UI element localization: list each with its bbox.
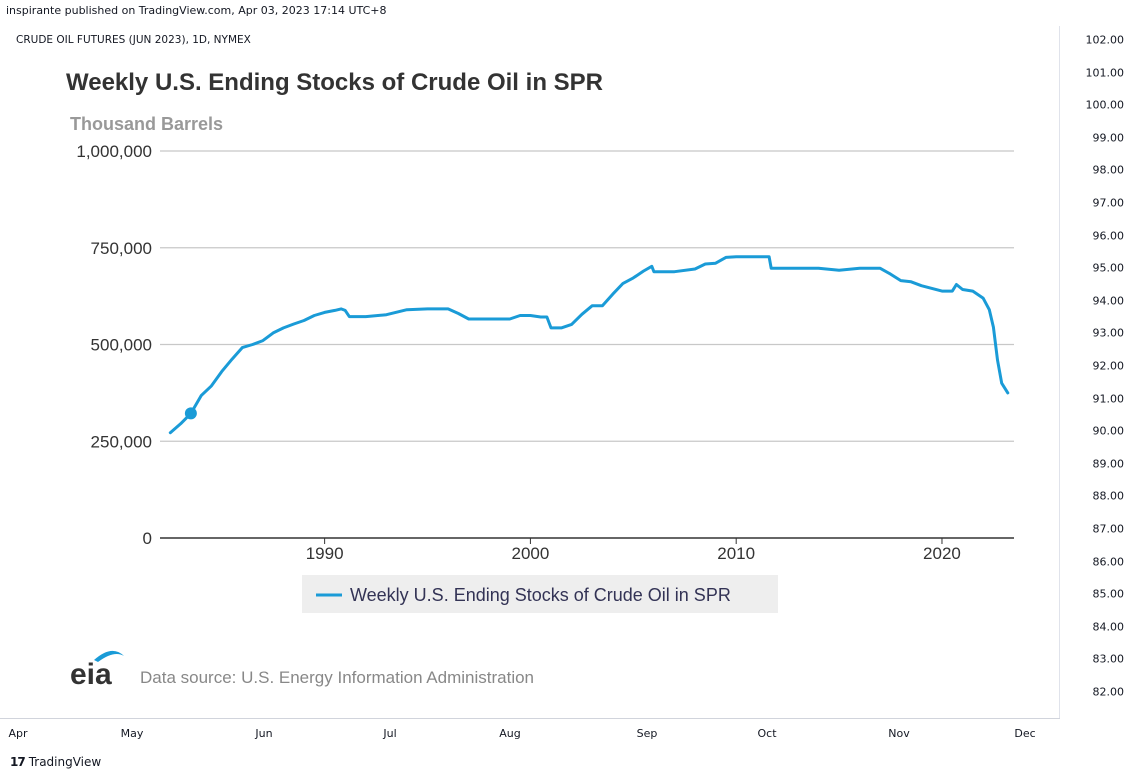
- price-axis-label: 94.00: [1092, 294, 1125, 308]
- price-axis-label: 98.00: [1092, 163, 1125, 177]
- symbol-label[interactable]: CRUDE OIL FUTURES (JUN 2023), 1D, NYMEX: [16, 34, 251, 46]
- price-axis-label: 89.00: [1092, 457, 1125, 471]
- series-line: [168, 255, 1010, 435]
- price-axis-label: 82.00: [1092, 685, 1125, 699]
- price-axis-label: 92.00: [1092, 359, 1125, 373]
- time-axis-label: Aug: [499, 727, 521, 740]
- time-axis-label: Oct: [757, 727, 777, 740]
- y-axis-label: Thousand Barrels: [70, 114, 223, 134]
- price-axis-label: 90.00: [1092, 424, 1125, 438]
- data-point-marker: [184, 407, 197, 420]
- price-axis-label: 88.00: [1092, 489, 1125, 503]
- chart-pane[interactable]: [0, 26, 1060, 718]
- price-axis-label: 96.00: [1092, 229, 1125, 243]
- time-axis-label: Dec: [1014, 727, 1036, 740]
- price-axis-label: 87.00: [1092, 522, 1125, 536]
- time-axis-label: Nov: [888, 727, 910, 740]
- price-axis-label: 99.00: [1092, 131, 1125, 145]
- y-tick-label: 0: [143, 529, 152, 548]
- tradingview-footer[interactable]: 17 TradingView: [10, 755, 101, 769]
- price-axis-label: 95.00: [1092, 261, 1125, 275]
- y-tick-label: 250,000: [91, 432, 152, 451]
- tradingview-brand: TradingView: [28, 755, 102, 769]
- price-axis-label: 97.00: [1092, 196, 1125, 210]
- legend-box: [302, 575, 778, 613]
- legend-label: Weekly U.S. Ending Stocks of Crude Oil i…: [350, 585, 731, 605]
- x-tick-label: 1990: [306, 544, 344, 563]
- published-header: inspirante published on TradingView.com,…: [6, 4, 387, 17]
- eia-swoosh: [94, 650, 124, 662]
- y-tick-label: 1,000,000: [76, 142, 152, 161]
- y-tick-label: 750,000: [91, 239, 152, 258]
- price-axis-label: 84.00: [1092, 620, 1125, 634]
- price-axis-label: 101.00: [1085, 66, 1125, 80]
- price-axis-label: 85.00: [1092, 587, 1125, 601]
- eia-logo-text: eia: [70, 658, 112, 691]
- price-axis-label: 102.00: [1085, 33, 1125, 47]
- tradingview-logo-icon: 17: [10, 755, 26, 769]
- price-axis-label: 93.00: [1092, 326, 1125, 340]
- time-axis-label: Jun: [255, 727, 273, 740]
- price-axis-label: 86.00: [1092, 555, 1125, 569]
- time-axis-label: May: [120, 727, 144, 740]
- time-axis-label: Sep: [636, 727, 658, 740]
- time-axis-label: Jul: [383, 727, 397, 740]
- x-tick-label: 2020: [923, 544, 961, 563]
- x-tick-label: 2010: [717, 544, 755, 563]
- spr-chart-image: Weekly U.S. Ending Stocks of Crude Oil i…: [66, 69, 1014, 691]
- legend[interactable]: Weekly U.S. Ending Stocks of Crude Oil i…: [302, 575, 778, 613]
- x-tick-label: 2000: [511, 544, 549, 563]
- chart-title: Weekly U.S. Ending Stocks of Crude Oil i…: [66, 69, 603, 96]
- price-axis-label: 100.00: [1085, 98, 1125, 112]
- data-source-note: Data source: U.S. Energy Information Adm…: [140, 668, 534, 687]
- price-axis-label: 91.00: [1092, 392, 1125, 406]
- time-axis-label: Apr: [8, 727, 28, 740]
- y-tick-label: 500,000: [91, 336, 152, 355]
- time-axis[interactable]: Apr May Jun Jul Aug Sep Oct Nov Dec: [0, 718, 1060, 748]
- price-axis-label: 83.00: [1092, 652, 1125, 666]
- eia-logo: eia: [70, 650, 124, 691]
